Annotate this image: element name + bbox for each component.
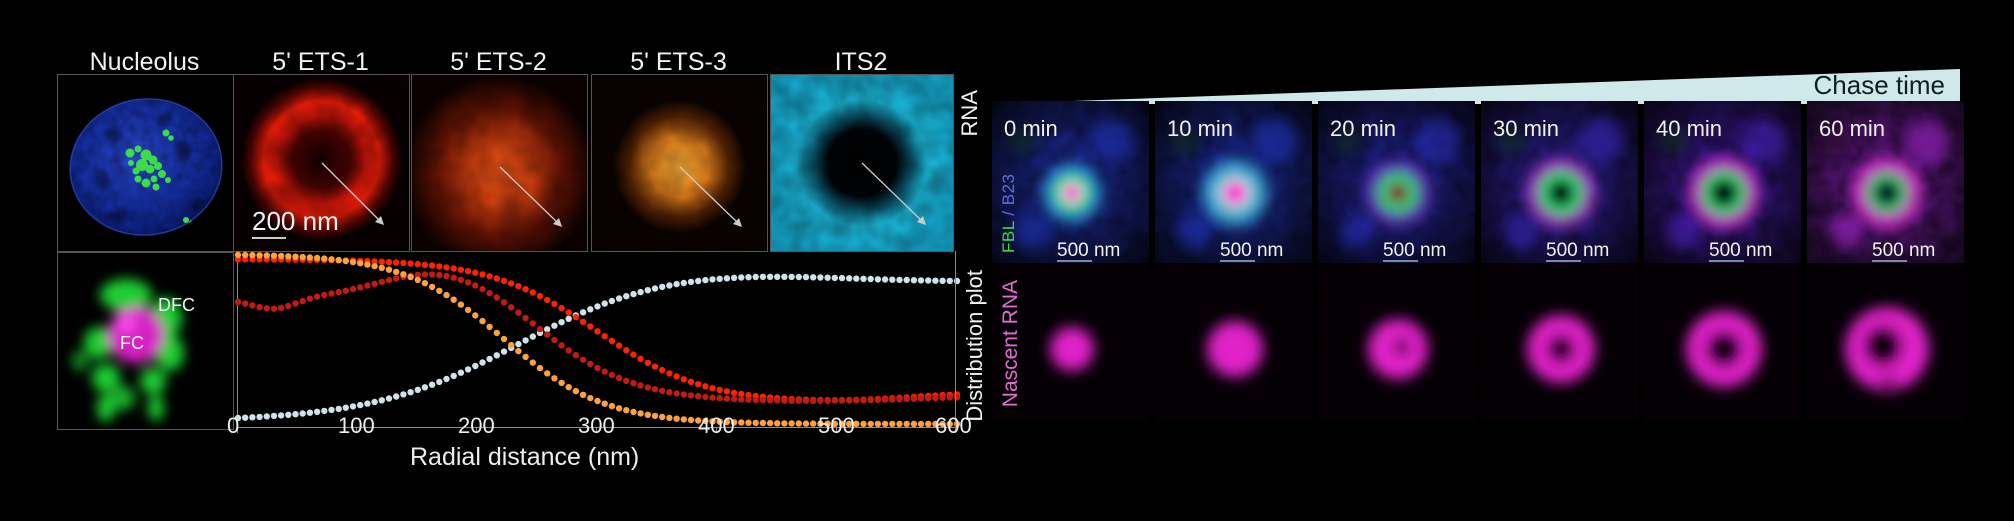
svg-text:200 nm: 200 nm [252,206,339,236]
svg-text:500 nm: 500 nm [1709,240,1772,261]
svg-text:FC: FC [120,333,144,353]
svg-text:30 min: 30 min [1493,116,1559,141]
svg-text:500 nm: 500 nm [1546,240,1609,261]
svg-text:40 min: 40 min [1656,116,1722,141]
svg-text:20 min: 20 min [1330,116,1396,141]
svg-text:FBL / B23: FBL / B23 [999,174,1018,253]
svg-text:0 min: 0 min [1004,116,1058,141]
svg-text:500 nm: 500 nm [1872,240,1935,261]
svg-text:Chase time: Chase time [1814,70,1946,100]
svg-text:500 nm: 500 nm [1057,240,1120,261]
svg-text:500 nm: 500 nm [1383,240,1446,261]
svg-text:10 min: 10 min [1167,116,1233,141]
svg-text:DFC: DFC [158,295,195,315]
svg-text:60 min: 60 min [1819,116,1885,141]
svg-text:500 nm: 500 nm [1220,240,1283,261]
